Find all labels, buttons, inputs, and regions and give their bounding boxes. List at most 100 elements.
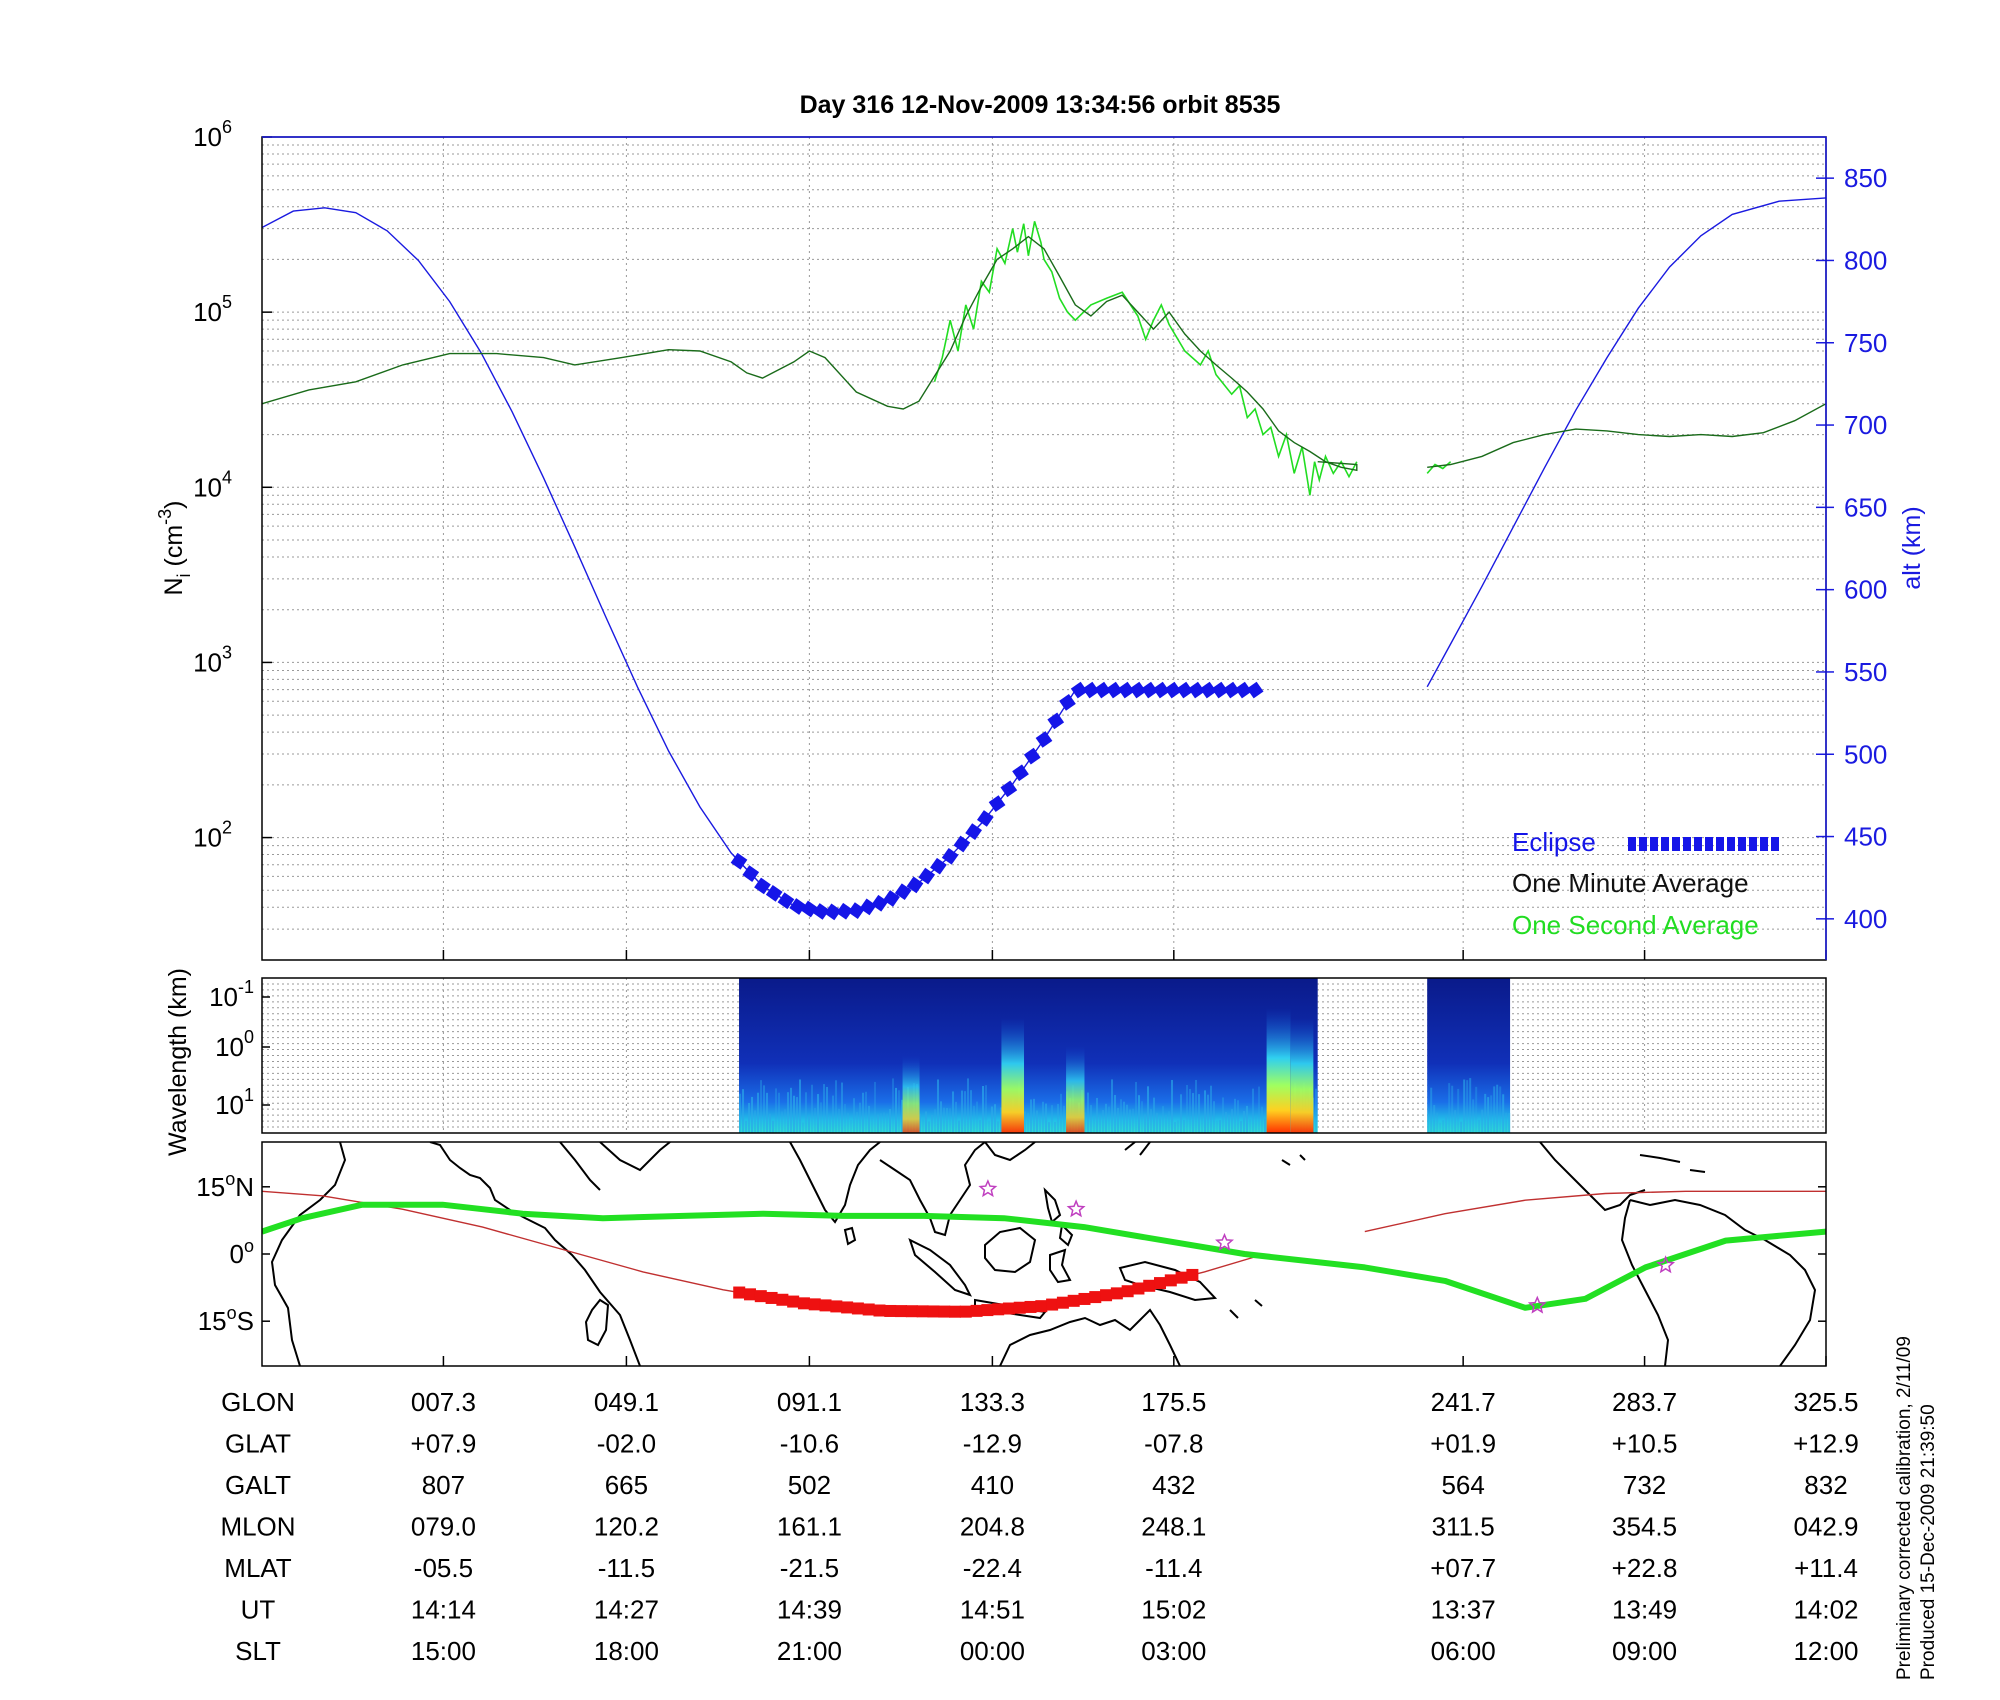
- table-cell: +07.9: [411, 1429, 477, 1459]
- table-cell: 18:00: [594, 1636, 659, 1666]
- table-cell: 832: [1804, 1470, 1847, 1500]
- eclipse-track-marker: [1164, 1274, 1177, 1287]
- spectrogram-streak: [754, 1110, 757, 1133]
- spectrogram-streak: [925, 1111, 928, 1133]
- spectrogram-streak: [781, 1111, 784, 1133]
- spectrogram-streak: [1457, 1088, 1460, 1133]
- legend-eclipse-square: [1749, 837, 1757, 851]
- eclipse-marker: [976, 810, 994, 827]
- spectrogram-axes-box: [261, 977, 1827, 1134]
- spectrogram-streak: [1039, 1115, 1042, 1133]
- eclipse-track-marker: [1024, 1300, 1037, 1313]
- eclipse-track-marker: [1186, 1268, 1199, 1281]
- magnetic-equator-line: [262, 1201, 1826, 1311]
- spectrogram-streak: [1060, 1093, 1063, 1133]
- spectrogram-streak: [1502, 1094, 1505, 1133]
- spectrogram-streak: [1490, 1095, 1493, 1133]
- spectrogram-streak: [1135, 1081, 1138, 1133]
- spectrogram-streak: [1102, 1109, 1105, 1133]
- density-grid: [262, 137, 1827, 961]
- table-cell: -21.5: [780, 1553, 839, 1583]
- density-y-tick-label: 103: [193, 642, 232, 677]
- spectrogram-streak: [889, 1108, 892, 1133]
- eclipse-track-marker: [1013, 1301, 1026, 1314]
- spectrogram-streak: [850, 1119, 853, 1133]
- table-cell: +22.8: [1612, 1553, 1678, 1583]
- spectrogram-streak: [868, 1105, 871, 1133]
- legend-eclipse-square: [1650, 837, 1658, 851]
- station-star-marker: [1656, 1255, 1676, 1274]
- legend-eclipse-square: [1705, 837, 1713, 851]
- spectrogram-streak: [1123, 1101, 1126, 1133]
- density-y-tick-label: 105: [193, 292, 232, 327]
- eclipse-track-marker: [862, 1303, 875, 1316]
- table-cell: -11.5: [598, 1553, 655, 1583]
- eclipse-marker: [1235, 681, 1252, 699]
- altitude-axis-label: alt (km): [1898, 506, 1926, 589]
- spectrogram-streak: [1165, 1114, 1168, 1133]
- spectrogram-streak: [772, 1120, 775, 1133]
- spectrogram-streak: [1177, 1120, 1180, 1133]
- station-star-marker: [978, 1179, 998, 1198]
- spectrogram-streak: [883, 1112, 886, 1133]
- spectrogram-streak: [877, 1114, 880, 1133]
- eclipse-marker: [1246, 681, 1264, 699]
- spectrogram-streak: [796, 1097, 799, 1133]
- spectrogram-streak: [1430, 1087, 1433, 1133]
- spectrogram-streak: [1475, 1086, 1478, 1133]
- spectrogram-streak: [1472, 1099, 1475, 1133]
- one-minute-average-line: [1427, 403, 1826, 468]
- spectrogram-streak: [958, 1120, 961, 1133]
- eclipse-track-marker: [916, 1305, 929, 1318]
- eclipse-marker: [777, 892, 795, 910]
- spectrogram-streak: [964, 1091, 967, 1133]
- altitude-y-ticks: 400 450 500 550 600 650 700 750 800 850: [1816, 163, 1887, 934]
- map-y-tick-label: 15oN: [196, 1169, 254, 1202]
- altitude-tick-label: 600: [1844, 575, 1887, 605]
- eclipse-marker: [859, 898, 877, 916]
- coastline-philippines: [1043, 1187, 1074, 1247]
- spectrogram-streak: [760, 1080, 763, 1133]
- spectrogram-streak: [1466, 1080, 1469, 1133]
- spectrogram-streak: [1448, 1083, 1451, 1133]
- eclipse-track-marker: [970, 1304, 983, 1317]
- spectrogram-streak: [946, 1107, 949, 1133]
- spectrogram-streak: [778, 1092, 781, 1133]
- eclipse-marker: [1106, 681, 1123, 699]
- table-cell: 311.5: [1432, 1512, 1495, 1542]
- eclipse-marker: [1129, 681, 1147, 699]
- spectrogram-hot-spot: [1066, 1046, 1085, 1133]
- spectrogram-streak: [1204, 1090, 1207, 1133]
- spectrogram-streak: [937, 1079, 940, 1133]
- spectrogram-streak: [817, 1094, 820, 1133]
- table-cell: 091.1: [777, 1387, 842, 1417]
- spectrogram-streak: [1090, 1105, 1093, 1133]
- eclipse-track-marker: [819, 1299, 832, 1312]
- eclipse-marker: [824, 903, 842, 921]
- table-cell: 175.5: [1141, 1387, 1206, 1417]
- spectrogram-hot-spot: [1290, 1017, 1314, 1133]
- table-cell: 248.1: [1141, 1512, 1206, 1542]
- spectrogram-streak: [1454, 1110, 1457, 1133]
- table-cell: 15:02: [1141, 1595, 1206, 1625]
- spectrogram-streak: [901, 1099, 904, 1133]
- legend-one-second-label: One Second Average: [1512, 910, 1759, 940]
- eclipse-track-marker: [1143, 1279, 1156, 1292]
- spectrogram-y-axis-label: Wavelength (km): [164, 968, 192, 1156]
- spectrogram-streak: [1493, 1086, 1496, 1133]
- eclipse-marker: [1082, 681, 1100, 699]
- spectrogram-streak: [1228, 1114, 1231, 1133]
- coastline-sumatra: [908, 1238, 972, 1297]
- spectrogram-streak: [1198, 1094, 1201, 1133]
- table-row-label: MLON: [220, 1512, 295, 1542]
- spectrogram-streak: [835, 1080, 838, 1133]
- altitude-tick-label: 800: [1844, 245, 1887, 275]
- table-cell: 042.9: [1793, 1512, 1858, 1542]
- spectrogram-streak: [1138, 1095, 1141, 1133]
- spectrogram-streak: [1478, 1119, 1481, 1133]
- spectrogram-streak: [886, 1113, 889, 1133]
- eclipse-track-marker: [895, 1305, 908, 1318]
- spectrogram-streak: [790, 1087, 793, 1133]
- spectrogram-streak: [1439, 1122, 1442, 1133]
- spectrogram-streak: [1469, 1078, 1472, 1133]
